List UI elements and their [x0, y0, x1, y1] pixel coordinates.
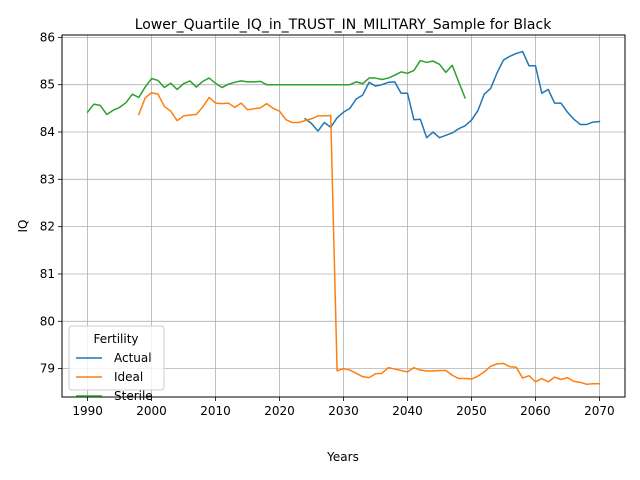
legend: Fertility Actual Ideal Sterile	[68, 325, 165, 403]
x-tick-label: 2020	[264, 404, 295, 418]
y-axis-label: IQ	[16, 220, 30, 233]
y-tick-label: 81	[40, 267, 55, 281]
x-tick-label: 2040	[392, 404, 423, 418]
x-tick-label: 2030	[328, 404, 359, 418]
x-tick-label: 1990	[72, 404, 103, 418]
y-tick-label: 80	[40, 314, 55, 328]
legend-label-actual: Actual	[114, 351, 152, 365]
y-tick-label: 83	[40, 172, 55, 186]
legend-label-ideal: Ideal	[114, 370, 143, 384]
chart-title: Lower_Quartile_IQ_in_TRUST_IN_MILITARY_S…	[135, 17, 553, 33]
series-line-ideal	[137, 91, 601, 385]
series-line-actual	[304, 50, 601, 139]
y-axis-ticks: 79 80 81 82 83 84 85 86	[40, 30, 62, 376]
legend-label-sterile: Sterile	[114, 389, 153, 403]
series-line-sterile	[86, 59, 467, 116]
x-axis-ticks: 1990 2000 2010 2020 2030 2040 2050 2060 2070	[72, 397, 615, 418]
series-lines	[86, 50, 601, 385]
y-tick-label: 85	[40, 78, 55, 92]
x-tick-label: 2000	[136, 404, 167, 418]
x-tick-label: 2070	[584, 404, 615, 418]
y-tick-label: 82	[40, 220, 55, 234]
x-tick-label: 2060	[520, 404, 551, 418]
x-tick-label: 2050	[456, 404, 487, 418]
x-tick-label: 2010	[200, 404, 231, 418]
y-tick-label: 79	[40, 362, 55, 376]
y-tick-label: 84	[40, 125, 55, 139]
legend-box	[68, 325, 165, 391]
y-tick-label: 86	[40, 30, 55, 44]
legend-title: Fertility	[93, 332, 138, 346]
x-axis-label: Years	[326, 450, 359, 464]
